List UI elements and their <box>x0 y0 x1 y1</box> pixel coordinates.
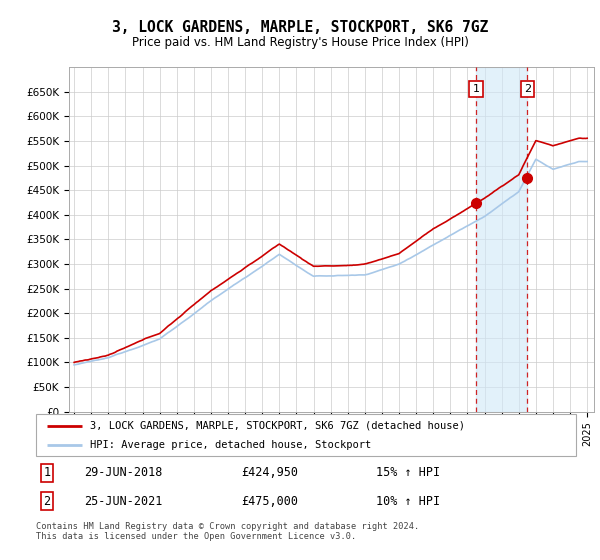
Text: 15% ↑ HPI: 15% ↑ HPI <box>376 466 440 479</box>
FancyBboxPatch shape <box>36 414 576 456</box>
Text: 25-JUN-2021: 25-JUN-2021 <box>85 494 163 507</box>
Text: £424,950: £424,950 <box>241 466 298 479</box>
Text: 2: 2 <box>43 494 50 507</box>
Text: Contains HM Land Registry data © Crown copyright and database right 2024.
This d: Contains HM Land Registry data © Crown c… <box>36 522 419 542</box>
Text: £475,000: £475,000 <box>241 494 298 507</box>
Text: 3, LOCK GARDENS, MARPLE, STOCKPORT, SK6 7GZ: 3, LOCK GARDENS, MARPLE, STOCKPORT, SK6 … <box>112 20 488 35</box>
Text: 29-JUN-2018: 29-JUN-2018 <box>85 466 163 479</box>
Text: 3, LOCK GARDENS, MARPLE, STOCKPORT, SK6 7GZ (detached house): 3, LOCK GARDENS, MARPLE, STOCKPORT, SK6 … <box>90 421 465 431</box>
Text: HPI: Average price, detached house, Stockport: HPI: Average price, detached house, Stoc… <box>90 440 371 450</box>
Text: 2: 2 <box>524 85 531 94</box>
Text: 1: 1 <box>473 85 479 94</box>
Text: 1: 1 <box>43 466 50 479</box>
Text: Price paid vs. HM Land Registry's House Price Index (HPI): Price paid vs. HM Land Registry's House … <box>131 36 469 49</box>
Text: 10% ↑ HPI: 10% ↑ HPI <box>376 494 440 507</box>
